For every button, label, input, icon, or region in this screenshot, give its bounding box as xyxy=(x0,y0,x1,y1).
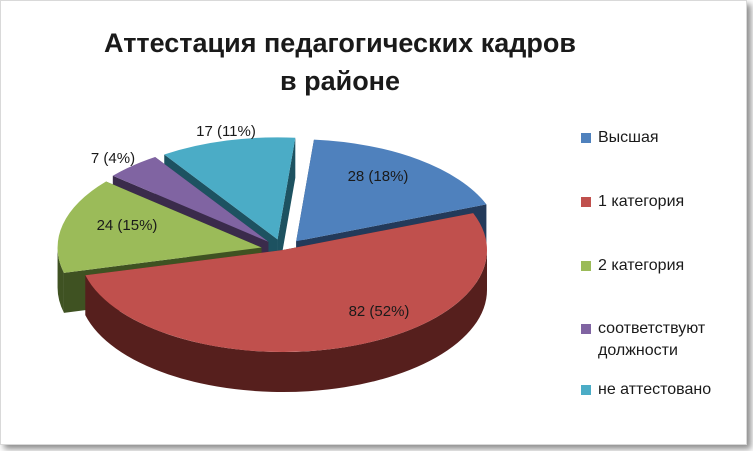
chart-title: Аттестация педагогических кадров в район… xyxy=(60,24,620,100)
data-label: 28 (18%) xyxy=(348,168,409,185)
legend-label-line-1: соответствуют xyxy=(598,320,706,337)
data-label: 7 (4%) xyxy=(91,150,135,167)
pie-slice-inner-wall xyxy=(277,137,296,280)
legend-swatch xyxy=(581,133,591,143)
legend-item-vysshaya: Высшая xyxy=(581,127,746,149)
chart-title-line-1: Аттестация педагогических кадров xyxy=(104,28,576,58)
pie-slice-top xyxy=(57,181,262,273)
legend-item-sootvetstvuyut: соответствуют должности xyxy=(581,318,746,362)
legend-item-2-kategoriya: 2 категория xyxy=(581,255,746,277)
legend-swatch xyxy=(581,385,591,395)
legend-item-1-kategoriya: 1 категория xyxy=(581,191,746,213)
legend-swatch xyxy=(581,261,591,271)
pie-slice-top xyxy=(164,137,296,240)
pie-slice xyxy=(85,213,487,393)
legend-label-line-1: не аттестовано xyxy=(598,381,712,398)
pie-slice-top xyxy=(296,139,487,242)
legend-label: Высшая xyxy=(598,127,659,149)
legend-label-line-2: должности xyxy=(598,342,678,359)
pie-slice-top xyxy=(85,213,487,352)
legend-label-line-1: Высшая xyxy=(598,129,659,146)
legend-label: 1 категория xyxy=(598,191,684,213)
legend-label: не аттестовано xyxy=(598,379,711,401)
legend-label-line-1: 1 категория xyxy=(598,193,685,210)
pie-slice-side xyxy=(85,250,487,393)
data-label: 17 (11%) xyxy=(196,123,256,140)
chart-title-line-2: в районе xyxy=(279,66,401,96)
legend-item-ne-attestovano: не аттестовано xyxy=(581,379,746,401)
legend-swatch xyxy=(581,324,591,334)
legend-swatch xyxy=(581,197,591,207)
legend-label: 2 категория xyxy=(598,255,684,277)
legend-label-line-1: 2 категория xyxy=(598,257,685,274)
data-label: 24 (15%) xyxy=(97,217,158,234)
pie-slice-top xyxy=(112,156,269,242)
legend-label: соответствуют должности xyxy=(598,318,705,362)
data-label: 82 (52%) xyxy=(349,303,410,320)
pie-slice-side xyxy=(57,247,64,313)
